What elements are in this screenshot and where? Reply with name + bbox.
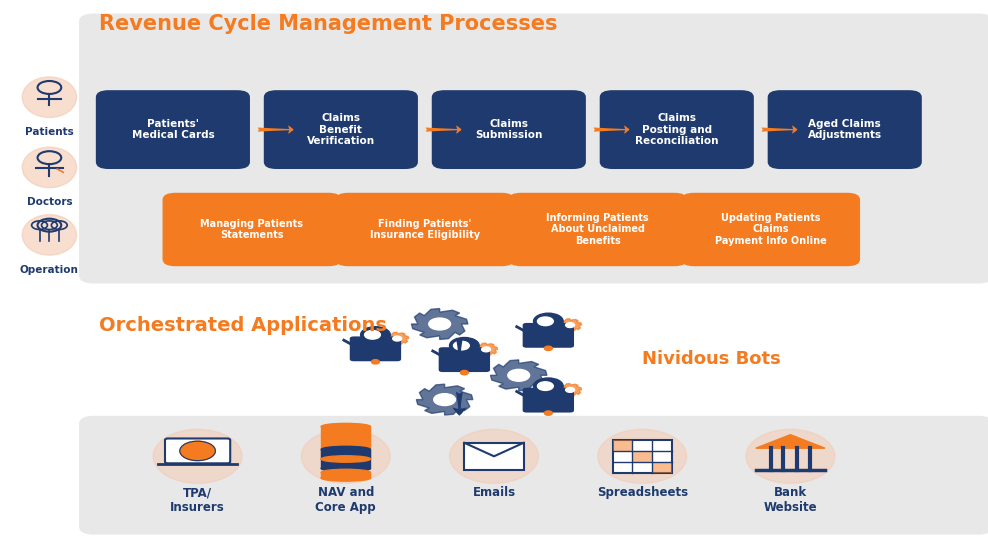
- FancyBboxPatch shape: [600, 90, 754, 169]
- Ellipse shape: [321, 423, 370, 430]
- Ellipse shape: [22, 77, 76, 118]
- Ellipse shape: [321, 446, 370, 453]
- Text: Claims
Posting and
Reconciliation: Claims Posting and Reconciliation: [635, 113, 718, 146]
- Text: NAV and
Core App: NAV and Core App: [315, 486, 376, 514]
- Text: Operation: Operation: [20, 265, 79, 275]
- FancyBboxPatch shape: [264, 90, 418, 169]
- Circle shape: [434, 394, 455, 406]
- FancyBboxPatch shape: [464, 443, 524, 470]
- Polygon shape: [385, 332, 409, 345]
- Bar: [613, 440, 632, 451]
- Ellipse shape: [746, 429, 835, 483]
- Text: Bank
Website: Bank Website: [764, 486, 817, 514]
- Polygon shape: [756, 435, 825, 448]
- Circle shape: [508, 369, 530, 381]
- Text: Revenue Cycle Management Processes: Revenue Cycle Management Processes: [99, 14, 557, 33]
- FancyBboxPatch shape: [162, 193, 341, 266]
- Text: Claims
Benefit
Verification: Claims Benefit Verification: [307, 113, 374, 146]
- FancyBboxPatch shape: [335, 193, 514, 266]
- FancyBboxPatch shape: [79, 14, 988, 284]
- Ellipse shape: [450, 429, 538, 483]
- Ellipse shape: [22, 215, 76, 255]
- Ellipse shape: [321, 469, 370, 476]
- Bar: [321, 449, 370, 468]
- Circle shape: [544, 346, 552, 350]
- Circle shape: [460, 370, 468, 375]
- Bar: [321, 472, 370, 478]
- Circle shape: [453, 341, 469, 350]
- Circle shape: [365, 330, 380, 339]
- Polygon shape: [558, 383, 582, 396]
- Polygon shape: [474, 343, 498, 356]
- FancyBboxPatch shape: [523, 388, 574, 413]
- FancyBboxPatch shape: [432, 90, 586, 169]
- FancyBboxPatch shape: [96, 90, 250, 169]
- Text: Claims
Submission: Claims Submission: [475, 119, 542, 140]
- Bar: [652, 462, 672, 472]
- Polygon shape: [416, 384, 473, 415]
- Ellipse shape: [22, 147, 76, 188]
- Ellipse shape: [321, 465, 370, 472]
- Polygon shape: [558, 319, 582, 332]
- Polygon shape: [490, 360, 547, 391]
- Circle shape: [180, 441, 215, 461]
- Polygon shape: [411, 308, 468, 340]
- Circle shape: [371, 360, 379, 364]
- Circle shape: [534, 378, 563, 394]
- Text: Managing Patients
Statements: Managing Patients Statements: [201, 219, 303, 240]
- FancyBboxPatch shape: [523, 323, 574, 348]
- Circle shape: [392, 336, 401, 341]
- Text: Finding Patients'
Insurance Eligibility: Finding Patients' Insurance Eligibility: [370, 219, 480, 240]
- Text: Aged Claims
Adjustments: Aged Claims Adjustments: [807, 119, 882, 140]
- Bar: [613, 440, 672, 472]
- Ellipse shape: [301, 429, 390, 483]
- Circle shape: [429, 318, 451, 330]
- Circle shape: [361, 327, 390, 343]
- Bar: [321, 427, 370, 459]
- Ellipse shape: [598, 429, 687, 483]
- Circle shape: [534, 313, 563, 329]
- Ellipse shape: [153, 429, 242, 483]
- FancyBboxPatch shape: [768, 90, 922, 169]
- Text: Updating Patients
Claims
Payment Info Online: Updating Patients Claims Payment Info On…: [714, 213, 827, 246]
- Text: Emails: Emails: [472, 486, 516, 499]
- FancyBboxPatch shape: [508, 193, 688, 266]
- Circle shape: [565, 388, 574, 392]
- FancyBboxPatch shape: [350, 336, 401, 361]
- Text: Patients: Patients: [25, 127, 74, 137]
- Bar: [632, 451, 652, 462]
- Text: Nividous Bots: Nividous Bots: [642, 350, 781, 368]
- FancyBboxPatch shape: [165, 438, 230, 463]
- Text: Doctors: Doctors: [27, 197, 72, 207]
- Circle shape: [544, 411, 552, 415]
- Circle shape: [450, 338, 479, 354]
- Text: Orchestrated Applications: Orchestrated Applications: [99, 316, 386, 335]
- Text: Informing Patients
About Unclaimed
Benefits: Informing Patients About Unclaimed Benef…: [546, 213, 649, 246]
- Ellipse shape: [321, 475, 370, 481]
- Text: Patients'
Medical Cards: Patients' Medical Cards: [131, 119, 214, 140]
- Text: Spreadsheets: Spreadsheets: [597, 486, 688, 499]
- Circle shape: [481, 347, 491, 352]
- Circle shape: [537, 317, 553, 326]
- Text: TPA/
Insurers: TPA/ Insurers: [170, 486, 225, 514]
- Circle shape: [537, 382, 553, 390]
- FancyBboxPatch shape: [682, 193, 860, 266]
- FancyBboxPatch shape: [439, 347, 490, 372]
- Ellipse shape: [321, 456, 370, 462]
- Circle shape: [565, 322, 574, 327]
- FancyBboxPatch shape: [79, 416, 988, 535]
